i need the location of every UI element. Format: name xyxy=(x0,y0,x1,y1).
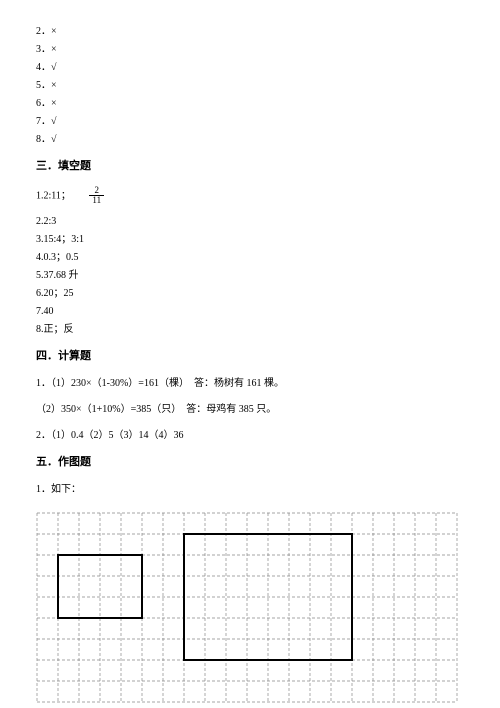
judgment-item: 3．× xyxy=(36,42,464,58)
fill-item: 6.20；25 xyxy=(36,286,464,302)
fill-item: 3.15:4；3:1 xyxy=(36,232,464,248)
fill-item: 8.正；反 xyxy=(36,322,464,338)
section-4-title: 四．计算题 xyxy=(36,348,464,366)
calc-item: 1．（1）230×（1-30%）=161（棵） 答：杨树有 161 棵。 xyxy=(36,376,464,392)
grid-diagram xyxy=(36,512,462,703)
judgment-item: 7．√ xyxy=(36,114,464,130)
judgment-item: 6．× xyxy=(36,96,464,112)
fill-item: 1.2:11； 2 11 xyxy=(36,186,464,207)
judgment-item: 8．√ xyxy=(36,132,464,148)
fraction: 2 11 xyxy=(89,186,104,207)
section-5-title: 五．作图题 xyxy=(36,454,464,472)
fill-item: 4.0.3；0.5 xyxy=(36,250,464,266)
calc-item: （2）350×（1+10%）=385（只） 答：母鸡有 385 只。 xyxy=(36,402,464,418)
fill-item: 5.37.68 升 xyxy=(36,268,464,284)
calculation-answers: 1．（1）230×（1-30%）=161（棵） 答：杨树有 161 棵。 （2）… xyxy=(36,376,464,444)
calc-item: 2．（1）0.4（2）5（3）14（4）36 xyxy=(36,428,464,444)
fill-blank-answers: 1.2:11； 2 11 2.2:3 3.15:4；3:1 4.0.3；0.5 … xyxy=(36,186,464,339)
drawing-item: 1．如下： xyxy=(36,482,464,498)
judgment-item: 2．× xyxy=(36,24,464,40)
grid-svg xyxy=(36,512,458,703)
judgment-answers: 2．× 3．× 4．√ 5．× 6．× 7．√ 8．√ xyxy=(36,24,464,148)
judgment-item: 4．√ xyxy=(36,60,464,76)
fill-item: 7.40 xyxy=(36,304,464,320)
judgment-item: 5．× xyxy=(36,78,464,94)
fill-item: 2.2:3 xyxy=(36,214,464,230)
section-3-title: 三．填空题 xyxy=(36,158,464,176)
